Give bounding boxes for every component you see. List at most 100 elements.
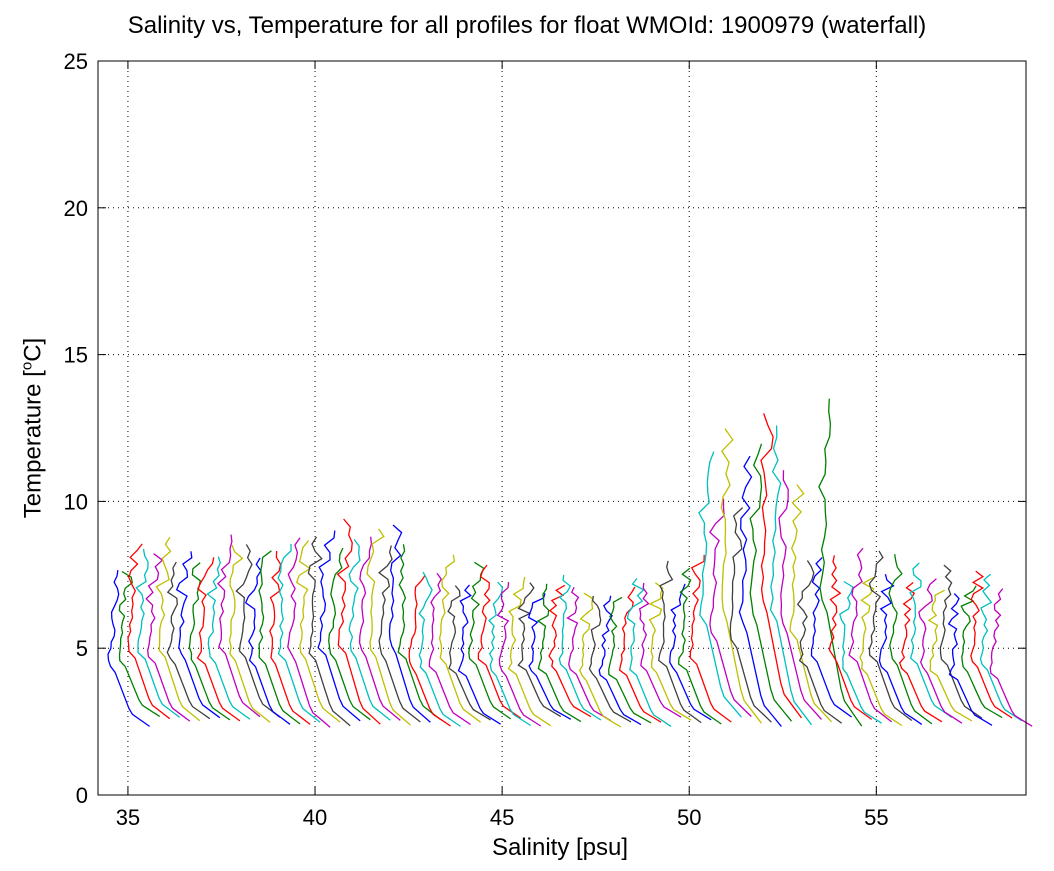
profile-line	[107, 570, 150, 727]
y-tick-label: 20	[64, 196, 88, 221]
profile-line	[457, 584, 501, 725]
y-tick-label: 10	[64, 489, 88, 514]
profile-line	[979, 573, 1023, 722]
profile-line	[657, 560, 702, 724]
profile-line	[648, 582, 692, 721]
profile-line	[769, 425, 813, 726]
profile-line	[989, 588, 1033, 727]
x-axis-label: Salinity [psu]	[491, 834, 629, 861]
profile-line	[295, 540, 341, 723]
profile-line	[698, 451, 742, 718]
profile-line	[588, 595, 632, 723]
profile-line	[878, 574, 923, 725]
profile-line	[778, 470, 822, 720]
profile-line	[810, 557, 852, 718]
profile-line	[738, 455, 782, 727]
profile-line	[558, 574, 602, 721]
profile-line	[960, 585, 1003, 719]
profile-line	[868, 550, 913, 722]
profile-line	[507, 576, 552, 727]
profile-line	[366, 528, 411, 726]
profile-line	[527, 593, 572, 720]
profile-line	[235, 544, 281, 718]
profile-line	[638, 582, 682, 718]
profile-line	[468, 561, 512, 720]
profile-line	[796, 560, 842, 724]
profile-line	[729, 507, 772, 723]
profile-line	[709, 498, 752, 717]
profile-line	[408, 574, 451, 727]
profile-line	[196, 557, 241, 722]
profile-line	[348, 539, 391, 721]
profile-line	[859, 576, 903, 727]
profile-line	[228, 544, 271, 723]
profile-line	[909, 562, 953, 719]
profile-line	[669, 583, 712, 721]
profile-line	[947, 593, 993, 726]
profile-line	[166, 561, 211, 720]
profile-line	[378, 545, 421, 723]
x-tick-label: 45	[490, 805, 514, 830]
profile-line	[918, 578, 963, 724]
profile-line	[358, 536, 401, 721]
profile-line	[749, 443, 793, 722]
profile-line	[287, 537, 331, 728]
profile-line	[927, 589, 973, 722]
profile-line	[517, 582, 562, 718]
axes-box	[97, 60, 1027, 796]
profile-line	[428, 572, 471, 726]
profile-line	[818, 398, 863, 727]
profile-line	[839, 580, 883, 724]
profile-line	[626, 578, 672, 727]
profile-line	[898, 581, 943, 723]
profile-line	[848, 547, 893, 723]
profile-line	[328, 547, 371, 721]
profile-line	[677, 567, 722, 725]
profile-line	[970, 570, 1013, 719]
x-tick-label: 35	[116, 805, 140, 830]
y-tick-label: 5	[76, 636, 88, 661]
x-tick-label: 50	[677, 805, 701, 830]
profile-line	[397, 544, 441, 721]
profile-line	[155, 536, 201, 722]
profile-line	[689, 554, 732, 723]
profile-line	[269, 550, 311, 725]
profile-line	[145, 553, 191, 722]
profile-line	[939, 564, 983, 719]
profile-line	[496, 582, 542, 727]
profile-line	[828, 555, 873, 720]
x-tick-label: 55	[864, 805, 888, 830]
profile-line	[720, 428, 762, 724]
profile-line	[118, 570, 161, 717]
profile-line	[418, 571, 461, 727]
profile-line	[258, 550, 301, 725]
profile-line	[760, 413, 803, 719]
profile-line	[188, 562, 231, 721]
profile-line	[175, 551, 221, 719]
profile-line	[447, 585, 491, 721]
profile-line	[216, 534, 261, 718]
profile-line	[566, 586, 612, 722]
profile-line	[127, 543, 171, 720]
profile-line	[438, 554, 481, 723]
profile-line	[277, 543, 321, 723]
profile-line	[578, 592, 622, 728]
profile-line	[598, 595, 642, 726]
x-tick-label: 40	[303, 805, 327, 830]
profile-line	[388, 524, 431, 723]
profile-line	[244, 557, 291, 725]
profile-line	[135, 548, 181, 718]
y-tick-label: 15	[64, 343, 88, 368]
profile-line	[618, 586, 662, 723]
profile-line	[888, 554, 933, 725]
axis-ticks: 35 40 45 50 55 0 5 10 15 20 25	[64, 49, 1026, 830]
profile-line	[336, 518, 381, 725]
profile-line	[317, 530, 361, 722]
y-axis-label: Temperature [oC]	[18, 337, 47, 519]
profile-line	[307, 536, 351, 727]
profile-line	[206, 556, 251, 720]
profile-line	[488, 581, 532, 727]
chart-title: Salinity vs, Temperature for all profile…	[127, 12, 927, 39]
profile-line	[789, 484, 833, 723]
